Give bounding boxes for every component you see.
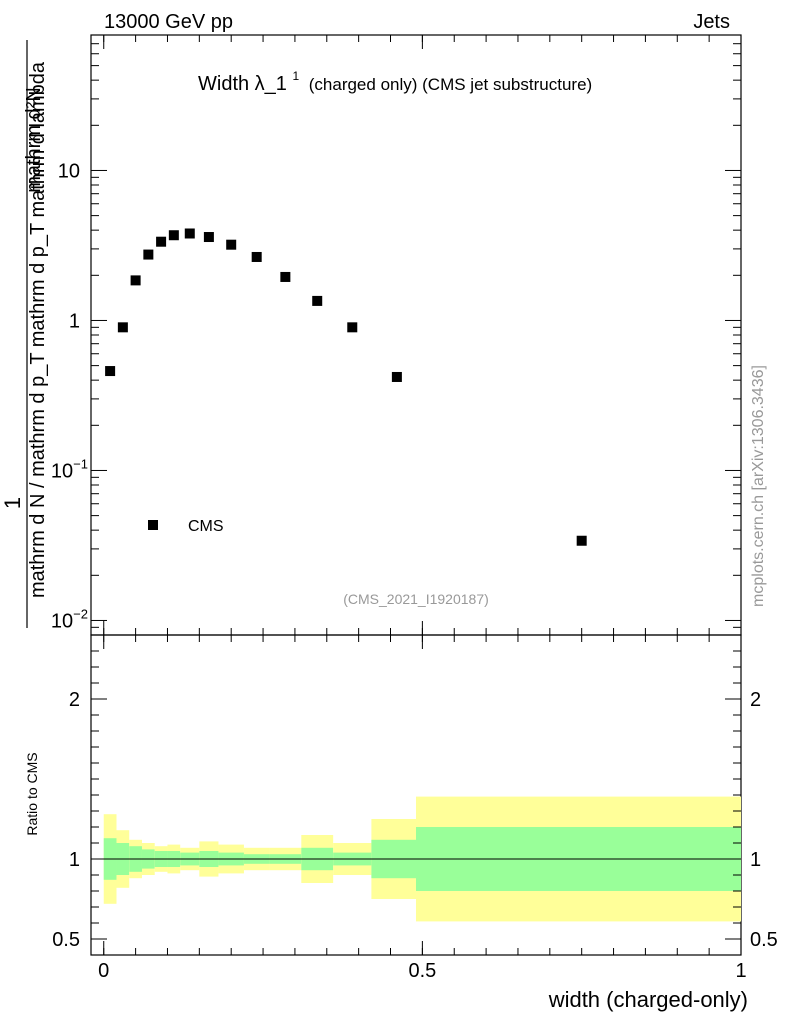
data-point-cms <box>168 230 179 241</box>
data-point-cms <box>312 295 323 306</box>
y-tick-label: 1 <box>69 310 80 332</box>
side-label: mcplots.cern.ch [arXiv:1306.3436] <box>750 365 767 607</box>
data-point-cms <box>105 366 116 377</box>
data-points <box>105 228 587 546</box>
data-point-cms <box>203 232 214 243</box>
header-right: Jets <box>693 11 730 33</box>
data-point-cms <box>251 251 262 262</box>
y-tick-label-base: 10 <box>51 460 73 482</box>
x-tick-label: 1 <box>735 960 746 982</box>
y-tick-label-exp: −2 <box>73 606 88 621</box>
main-plot-frame <box>90 34 742 636</box>
ratio-y-tick-label: 2 <box>69 689 80 711</box>
y-axis-label-den: mathrm d N / mathrm d p_T mathrm d p_T m… <box>27 61 49 598</box>
ratio-y-tick-label-right: 1 <box>750 849 761 871</box>
data-point-cms <box>226 239 237 250</box>
legend-marker <box>148 520 158 530</box>
y-axis-label-num: mathrm d²N <box>23 87 45 193</box>
data-point-cms <box>576 535 587 546</box>
data-point-cms <box>117 322 128 333</box>
data-point-cms <box>184 228 195 239</box>
plot-title-sub: (charged only) (CMS jet substructure) <box>309 75 592 94</box>
ratio-y-tick-label: 0.5 <box>52 929 80 951</box>
ratio-y-tick-label-right: 2 <box>750 689 761 711</box>
data-point-cms <box>391 371 402 382</box>
data-point-cms <box>347 322 358 333</box>
ratio-y-tick-label-right: 0.5 <box>750 929 778 951</box>
plot-title-main: Width λ_1 <box>198 73 287 95</box>
y-tick-label: 10 <box>58 160 80 182</box>
y-tick-label: 10−2 <box>51 606 88 632</box>
x-tick-label: 0 <box>98 960 109 982</box>
y-tick-label: 10−1 <box>51 456 88 482</box>
x-tick-label: 0.5 <box>408 960 436 982</box>
plot-title-sup: 1 <box>293 69 300 83</box>
legend-label: CMS <box>188 518 224 535</box>
header-left: 13000 GeV pp <box>104 11 233 33</box>
data-point-cms <box>130 275 141 286</box>
plot-title: Width λ_1 1 (charged only) (CMS jet subs… <box>198 63 592 95</box>
ratio-y-label: Ratio to CMS <box>24 752 40 835</box>
y-tick-label-exp: −1 <box>73 456 88 471</box>
y-axis-label-one: 1 <box>0 497 25 509</box>
y-tick-label-base: 10 <box>51 610 73 632</box>
x-axis-label: width (charged-only) <box>548 987 748 1012</box>
ratio-y-tick-label: 1 <box>69 849 80 871</box>
data-point-cms <box>156 236 167 247</box>
y-axis-label: 1 mathrm d N / mathrm d p_T mathrm d p_T… <box>0 61 49 598</box>
data-point-cms <box>143 249 154 260</box>
data-point-cms <box>280 271 291 282</box>
analysis-id: (CMS_2021_I1920187) <box>343 591 489 607</box>
